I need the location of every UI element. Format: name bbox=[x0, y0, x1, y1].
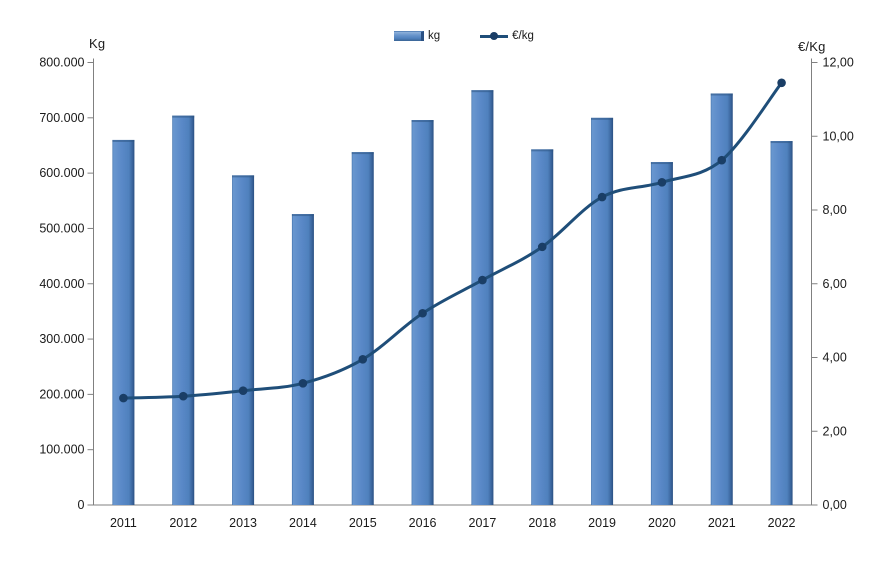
bar-2022 bbox=[770, 141, 793, 505]
bar-top-bevel bbox=[710, 93, 733, 96]
y-axis-left-label: 0 bbox=[78, 498, 85, 512]
bar-top-bevel bbox=[112, 139, 135, 142]
bar-2011 bbox=[112, 139, 135, 505]
x-axis-label-2022: 2022 bbox=[768, 516, 796, 530]
marker-2019 bbox=[597, 192, 607, 202]
y-axis-right-label: 8,00 bbox=[823, 203, 847, 217]
marker-2013 bbox=[238, 386, 248, 395]
y-axis-right-labels: 0,00 2,00 4,00 6,00 8,00 10,00 12,00 bbox=[811, 56, 854, 512]
bar-top-bevel bbox=[591, 117, 614, 120]
bar-2014 bbox=[291, 214, 314, 505]
bar-2017 bbox=[471, 90, 494, 505]
bar-top-bevel bbox=[531, 149, 554, 152]
legend-item-kg: kg bbox=[394, 30, 440, 42]
marker-2014 bbox=[298, 379, 308, 388]
marker-2011 bbox=[119, 393, 128, 403]
bar-2015 bbox=[351, 152, 374, 505]
y-axis-right-label: 12,00 bbox=[823, 56, 854, 70]
x-axis-labels: 2011 2012 2013 2014 2015 2016 2017 2018 2019 2020… bbox=[110, 516, 796, 530]
x-axis-label-2018: 2018 bbox=[528, 516, 556, 530]
y-axis-left-label: 600.000 bbox=[39, 166, 84, 180]
legend-marker-icon bbox=[490, 31, 499, 40]
y-axis-left-label: 800.000 bbox=[39, 56, 84, 70]
axes bbox=[93, 58, 812, 506]
bar-top-bevel bbox=[232, 175, 255, 178]
y-axis-right-label: 4,00 bbox=[823, 351, 847, 365]
left-axis-title: Kg bbox=[89, 36, 106, 51]
y-axis-left-label: 400.000 bbox=[39, 277, 84, 291]
y-axis-right-label: 6,00 bbox=[823, 277, 847, 291]
x-axis-label-2013: 2013 bbox=[229, 516, 257, 530]
x-axis-label-2011: 2011 bbox=[110, 516, 137, 530]
bar-top-bevel bbox=[770, 141, 793, 144]
bar-2020 bbox=[650, 162, 673, 505]
y-axis-left-label: 100.000 bbox=[39, 443, 84, 457]
marker-2022 bbox=[777, 78, 786, 88]
marker-2018 bbox=[537, 242, 547, 252]
x-axis-label-2020: 2020 bbox=[648, 516, 676, 530]
y-axis-left-label: 300.000 bbox=[39, 332, 84, 346]
y-axis-left-label: 700.000 bbox=[39, 111, 84, 125]
marker-2016 bbox=[418, 308, 427, 318]
x-axis-label-2016: 2016 bbox=[409, 516, 437, 530]
bar-top-bevel bbox=[411, 120, 434, 123]
bar-2018 bbox=[531, 149, 554, 505]
bar-top-bevel bbox=[351, 152, 374, 155]
x-axis-label-2021: 2021 bbox=[708, 516, 736, 530]
legend-label-kg: kg bbox=[428, 30, 441, 42]
y-axis-left-labels: 0 100.000 200.000 300.000 400.000 500.000 600.… bbox=[39, 56, 94, 512]
bar-top-bevel bbox=[650, 162, 673, 165]
x-axis-label-2015: 2015 bbox=[349, 516, 377, 530]
bar-top-bevel bbox=[172, 115, 195, 118]
bar-2021 bbox=[710, 93, 733, 505]
line-path bbox=[121, 81, 784, 400]
bar-2013 bbox=[232, 175, 255, 505]
line-marker-swatch-icon bbox=[480, 31, 509, 41]
marker-2017 bbox=[478, 275, 487, 285]
bar-2012 bbox=[172, 115, 195, 505]
bar-top-bevel bbox=[471, 90, 494, 93]
bar-swatch-icon bbox=[394, 31, 424, 41]
marker-2015 bbox=[358, 355, 368, 364]
y-axis-right-label: 2,00 bbox=[823, 424, 847, 438]
y-axis-left-label: 200.000 bbox=[39, 387, 84, 401]
marker-2020 bbox=[657, 178, 667, 187]
x-axis-label-2019: 2019 bbox=[588, 516, 616, 530]
bar-top-bevel bbox=[291, 214, 314, 217]
legend-item-eur-kg: €/kg bbox=[480, 30, 534, 42]
legend-label-eur-kg: €/kg bbox=[512, 30, 534, 42]
y-axis-left-label: 500.000 bbox=[39, 221, 84, 235]
y-axis-right-label: 0,00 bbox=[823, 498, 847, 512]
marker-2012 bbox=[178, 391, 188, 401]
bar-2019 bbox=[591, 117, 614, 505]
chart-legend: kg €/kg bbox=[394, 30, 534, 42]
bar-series-kg bbox=[112, 90, 793, 506]
right-axis-title: €/Kg bbox=[798, 39, 826, 54]
x-axis-label-2012: 2012 bbox=[169, 516, 197, 530]
marker-2021 bbox=[717, 155, 727, 165]
x-axis-label-2017: 2017 bbox=[469, 516, 497, 530]
line-series-eur-kg bbox=[119, 78, 786, 403]
y-axis-right-label: 10,00 bbox=[823, 129, 854, 143]
x-axis-label-2014: 2014 bbox=[289, 516, 317, 530]
